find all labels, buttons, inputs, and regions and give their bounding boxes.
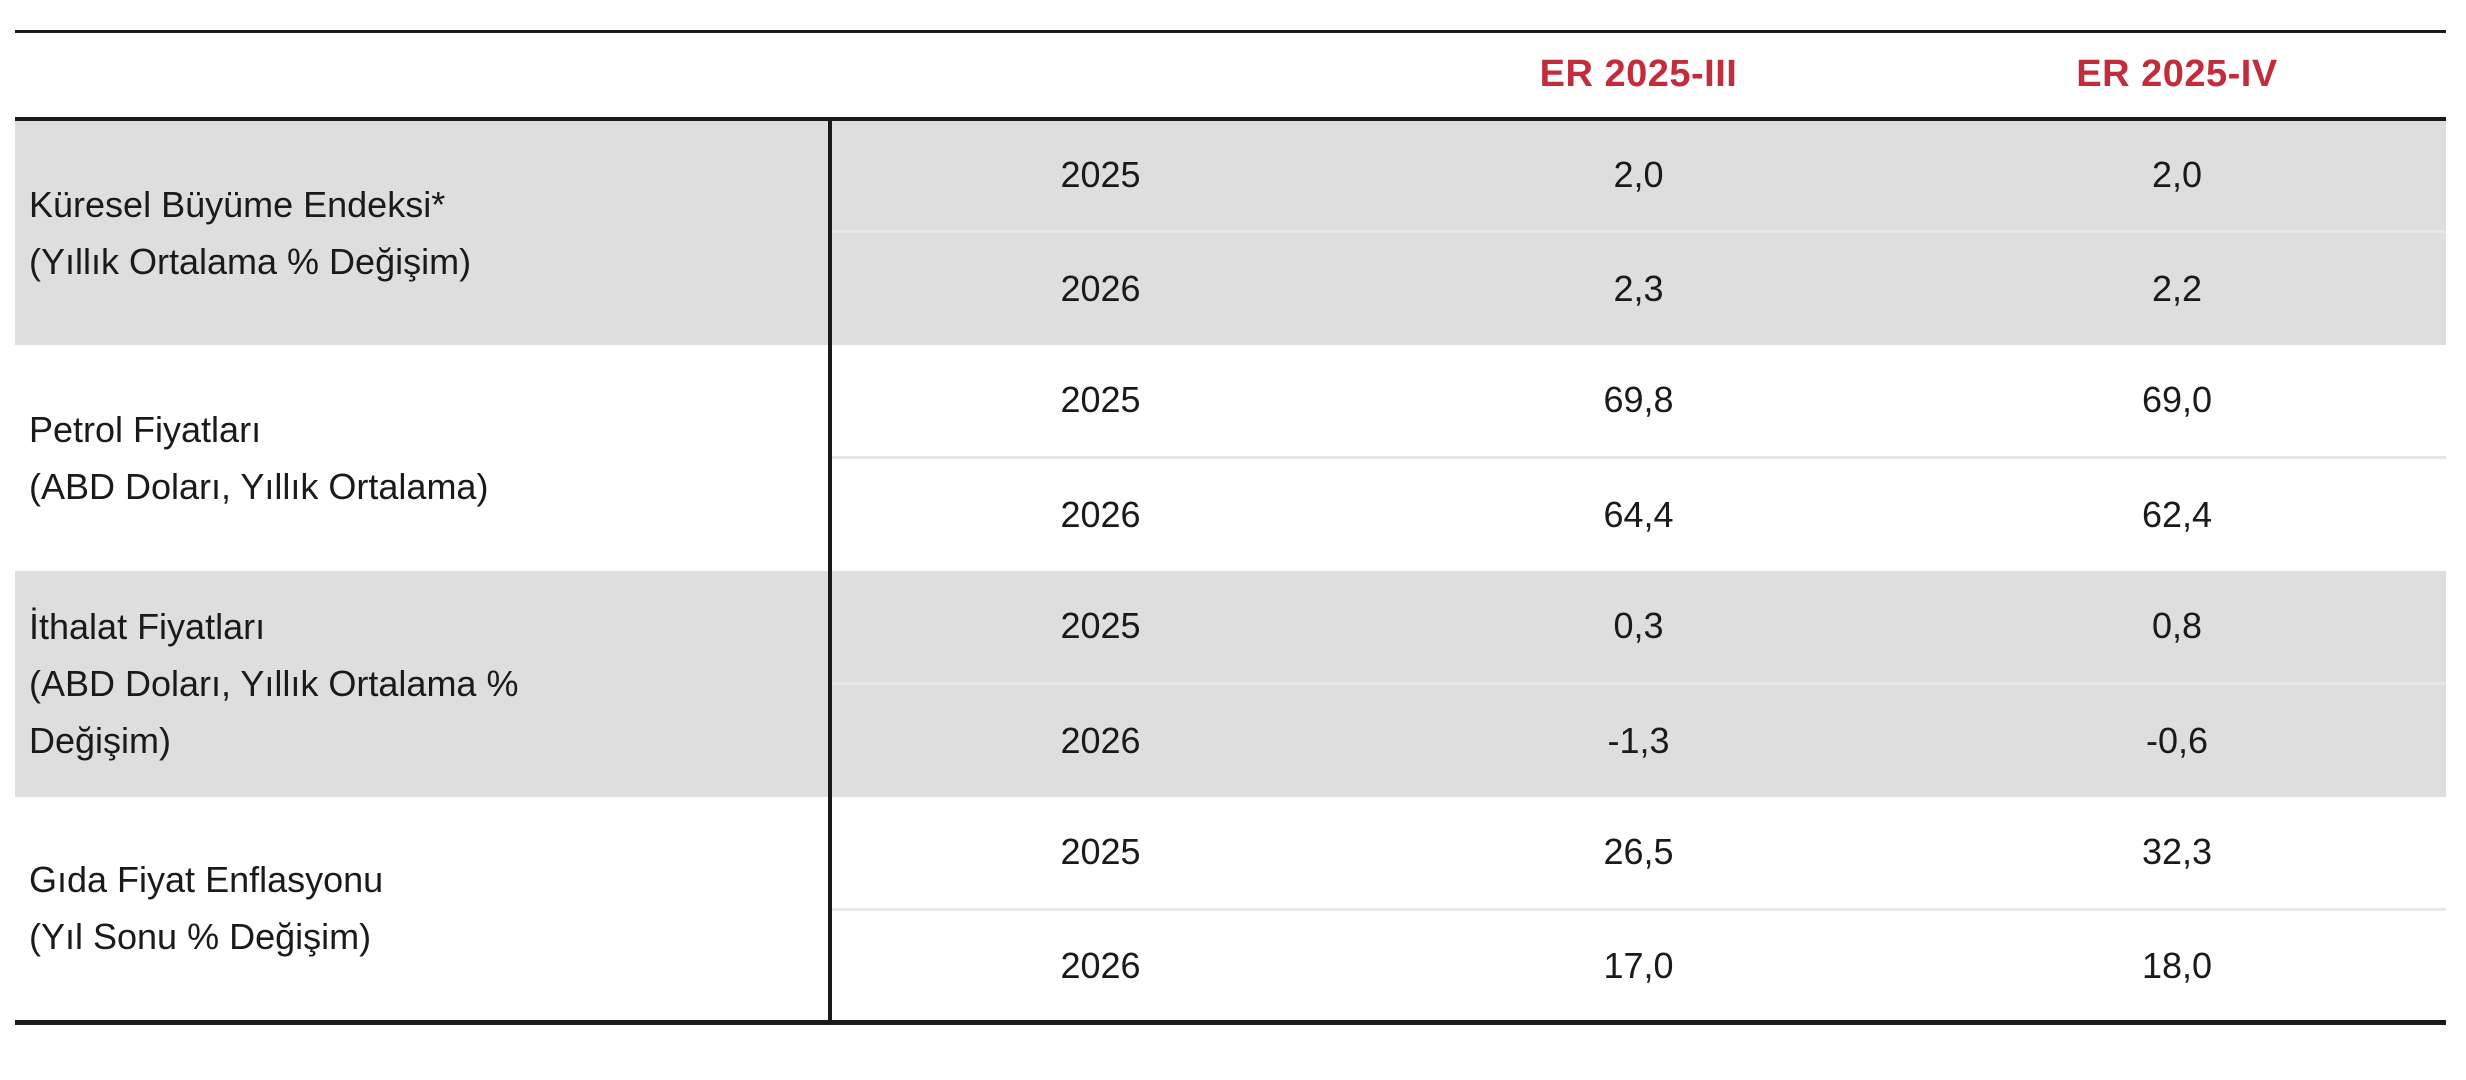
header-label-spacer xyxy=(15,31,830,121)
value-cell-er3: -1,3 xyxy=(1369,682,1908,797)
column-header-er-2025-iii: ER 2025-III xyxy=(1369,31,1908,121)
header-row: ER 2025-III ER 2025-IV xyxy=(15,31,2446,121)
table-row: 2026 17,0 18,0 xyxy=(15,908,2446,1023)
table-row: 2026 -1,3 -0,6 xyxy=(15,682,2446,797)
value-cell-er4: 62,4 xyxy=(1908,456,2446,571)
value-cell-er4: 2,0 xyxy=(1908,118,2446,232)
value-cell-er3: 69,8 xyxy=(1369,344,1908,458)
group-label-food-inflation: Gıda Fiyat Enflasyonu (Yıl Sonu % Değişi… xyxy=(15,796,830,1023)
table-row: 2026 2,3 2,2 xyxy=(15,230,2446,345)
value-cell-er4: 2,2 xyxy=(1908,230,2446,345)
year-cell: 2025 xyxy=(828,796,1369,910)
table-row: 2026 64,4 62,4 xyxy=(15,456,2446,571)
year-cell: 2025 xyxy=(828,570,1369,684)
header-year-spacer xyxy=(830,31,1369,121)
group-label-global-growth: Küresel Büyüme Endeksi* (Yıllık Ortalama… xyxy=(15,118,830,345)
group-label-subtitle-cont: Değişim) xyxy=(29,720,172,761)
table-row: Petrol Fiyatları (ABD Doları, Yıllık Ort… xyxy=(15,344,2446,571)
value-cell-er4: -0,6 xyxy=(1908,682,2446,797)
value-cell-er3: 2,0 xyxy=(1369,118,1908,232)
value-cell-er3: 26,5 xyxy=(1369,796,1908,910)
table-row: İthalat Fiyatları (ABD Doları, Yıllık Or… xyxy=(15,570,2446,797)
value-cell-er4: 69,0 xyxy=(1908,344,2446,458)
group-label-subtitle: (Yıl Sonu % Değişim) xyxy=(29,916,372,958)
group-label-title: Gıda Fiyat Enflasyonu xyxy=(29,859,384,901)
value-cell-er3: 0,3 xyxy=(1369,570,1908,684)
group-label-title: Küresel Büyüme Endeksi* xyxy=(29,183,446,225)
value-cell-er3: 64,4 xyxy=(1369,456,1908,571)
value-cell-er4: 32,3 xyxy=(1908,796,2446,910)
group-label-title: İthalat Fiyatları xyxy=(29,606,266,647)
group-label-oil-prices: Petrol Fiyatları (ABD Doları, Yıllık Ort… xyxy=(15,344,830,571)
table-row: Gıda Fiyat Enflasyonu (Yıl Sonu % Değişi… xyxy=(15,796,2446,1023)
column-header-er-2025-iv: ER 2025-IV xyxy=(1908,31,2446,121)
year-cell: 2026 xyxy=(828,230,1369,345)
year-cell: 2025 xyxy=(828,118,1369,232)
group-label-subtitle: (Yıllık Ortalama % Değişim) xyxy=(29,240,472,282)
assumptions-table: ER 2025-III ER 2025-IV Küresel Büyüme En… xyxy=(15,30,2446,1025)
year-cell: 2025 xyxy=(828,344,1369,458)
value-cell-er4: 18,0 xyxy=(1908,908,2446,1023)
value-cell-er3: 2,3 xyxy=(1369,230,1908,345)
group-label-import-prices: İthalat Fiyatları (ABD Doları, Yıllık Or… xyxy=(15,570,830,797)
group-label-subtitle: (ABD Doları, Yıllık Ortalama % xyxy=(29,663,519,704)
table-row: Küresel Büyüme Endeksi* (Yıllık Ortalama… xyxy=(15,118,2446,345)
group-label-title: Petrol Fiyatları xyxy=(29,408,262,450)
value-cell-er3: 17,0 xyxy=(1369,908,1908,1023)
year-cell: 2026 xyxy=(828,908,1369,1023)
value-cell-er4: 0,8 xyxy=(1908,570,2446,684)
year-cell: 2026 xyxy=(828,682,1369,797)
group-label-subtitle: (ABD Doları, Yıllık Ortalama) xyxy=(29,465,489,507)
year-cell: 2026 xyxy=(828,456,1369,571)
